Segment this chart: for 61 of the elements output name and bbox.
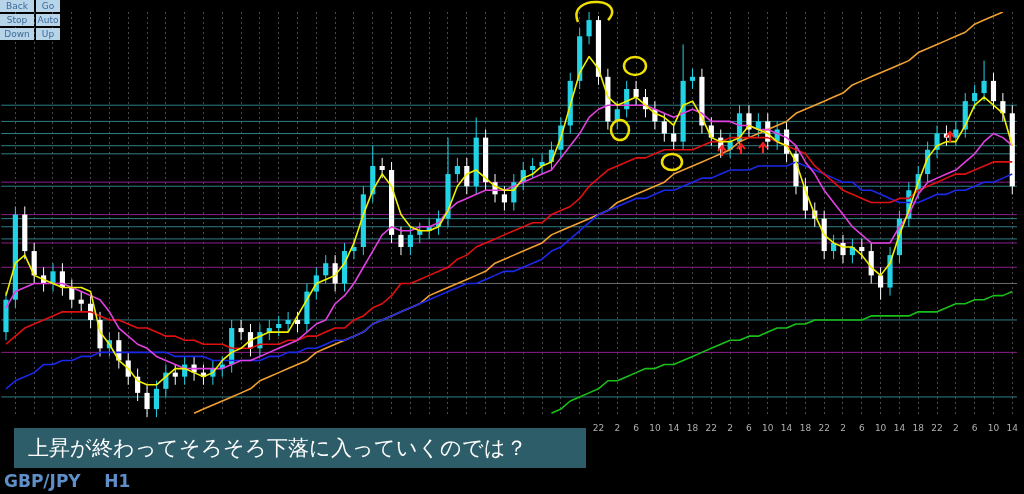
candlestick (153, 380, 160, 418)
candlestick (530, 157, 536, 179)
text: Go (36, 0, 60, 12)
candlestick (398, 226, 404, 256)
candlestick (689, 68, 696, 90)
x-tick-label: 2 (952, 422, 959, 433)
x-tick-label: 6 (971, 422, 978, 433)
x-tick-label: 10 (649, 422, 661, 433)
x-tick-label: 22 (931, 422, 943, 433)
x-tick-label: 22 (818, 422, 830, 433)
candlestick (501, 185, 508, 212)
x-tick-label: 18 (799, 422, 812, 433)
candlestick (840, 234, 846, 264)
candlestick (990, 72, 997, 110)
x-tick-label: 10 (874, 422, 887, 433)
candlestick (144, 384, 150, 418)
candlestick (661, 112, 667, 143)
x-tick-label: 22 (705, 422, 718, 433)
x-tick-label: 14 (780, 422, 793, 433)
x-tick-label: 6 (633, 422, 640, 433)
candlestick (407, 226, 413, 256)
candlestick (633, 80, 639, 106)
x-tick-label: 14 (667, 422, 680, 433)
x-tick-label: 14 (893, 422, 906, 433)
candlestick (69, 278, 75, 309)
x-tick-label: 10 (762, 422, 774, 433)
candlestick (172, 364, 178, 386)
candlestick (78, 291, 84, 313)
x-tick-label: 18 (686, 422, 699, 433)
annotation: Up (36, 28, 60, 40)
candlestick (972, 84, 978, 110)
x-tick-label: 14 (1006, 422, 1019, 433)
candlestick (878, 266, 884, 301)
candlestick (586, 11, 592, 45)
x-tick-label: 6 (746, 422, 753, 433)
annotation: Down (0, 28, 34, 40)
text: Back (0, 0, 34, 12)
candlestick (981, 60, 987, 102)
candlestick (50, 262, 56, 293)
candlestick (934, 124, 940, 159)
candlestick (294, 311, 301, 333)
candlestick (351, 238, 357, 260)
annotation: Auto (36, 14, 60, 26)
candlestick (454, 157, 460, 183)
candlestick (323, 254, 329, 284)
x-tick-label: 6 (858, 422, 865, 433)
x-tick-label: 22 (592, 422, 605, 433)
text: GBP/JPY H1 (4, 471, 131, 491)
candlestick (238, 319, 244, 341)
x-tick-label: 2 (614, 422, 621, 433)
annotation: Stop (0, 14, 34, 26)
x-tick-label: 2 (840, 422, 846, 433)
candlestick (859, 238, 865, 260)
candlestick (379, 157, 385, 179)
x-tick-label: 18 (912, 422, 925, 433)
candlestick (285, 311, 291, 333)
x-tick-label: 2 (727, 422, 733, 433)
candlestick (276, 315, 282, 337)
text: 上昇が終わってそろそろ下落に入っていくのでは？ (14, 428, 586, 468)
candlestick (671, 124, 677, 151)
x-tick-label: 10 (987, 422, 1000, 433)
